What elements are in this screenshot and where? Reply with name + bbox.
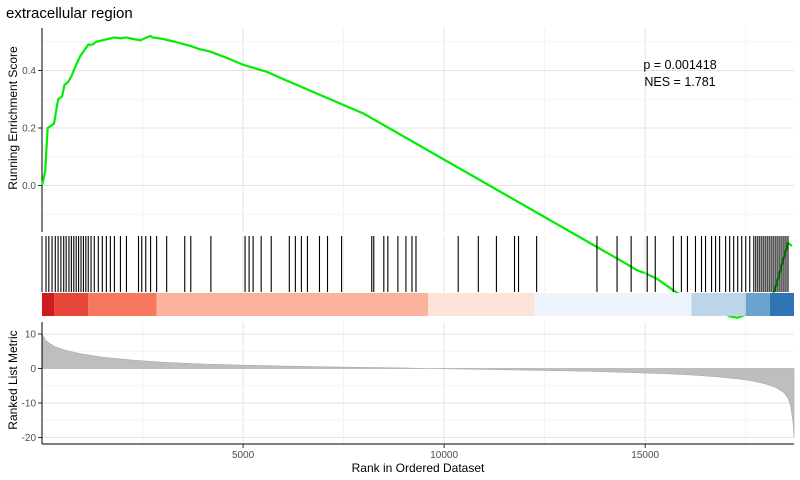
metric-tick-label: -10: [22, 399, 37, 410]
hits-gridlines: [142, 236, 747, 292]
es-tick-label: 0.4: [22, 66, 36, 77]
heatmap-segment: [42, 293, 55, 316]
es-tick-label: 0.2: [22, 124, 36, 135]
x-ticks: 5000 10000 15000: [232, 444, 660, 461]
metric-gridlines: [42, 322, 794, 444]
heatmap-segment: [534, 293, 692, 316]
heatmap-segment: [156, 293, 429, 316]
heatmap-segment: [428, 293, 535, 316]
metric-tick-label: -20: [22, 433, 37, 444]
ranked-metric-panel: 10 0 -10 -20 5000 10000 15000: [22, 322, 795, 461]
chart-title: extracellular region: [6, 5, 133, 22]
metric-tick-label: 0: [30, 364, 36, 375]
x-tick-label: 10000: [430, 450, 458, 461]
heatmap-segment: [54, 293, 89, 316]
metric-tick-label: 10: [25, 330, 37, 341]
p-value-annotation: p = 0.001418: [643, 58, 716, 72]
es-gridlines: [42, 28, 794, 232]
heatmap-segment: [769, 293, 794, 316]
metric-y-ticks: 10 0 -10 -20: [22, 330, 42, 444]
rank-heatmap-band: [42, 293, 794, 316]
hit-markers: [45, 236, 789, 292]
heatmap-segment: [691, 293, 746, 316]
x-axis-label: Rank in Ordered Dataset: [352, 461, 485, 475]
gene-hits-panel: [41, 236, 789, 292]
nes-annotation: NES = 1.781: [644, 75, 715, 89]
es-y-ticks: 0.0 0.2 0.4: [22, 66, 42, 192]
es-y-axis-label: Running Enrichment Score: [6, 46, 20, 190]
enrichment-score-panel: 0.0 0.2 0.4 p = 0.001418 NES = 1.781: [22, 28, 794, 319]
heatmap-segment: [745, 293, 770, 316]
metric-y-axis-label: Ranked List Metric: [6, 330, 20, 429]
es-tick-label: 0.0: [22, 181, 36, 192]
metric-area: [41, 332, 795, 438]
x-tick-label: 15000: [631, 450, 659, 461]
x-tick-label: 5000: [232, 450, 255, 461]
heatmap-segment: [88, 293, 157, 316]
